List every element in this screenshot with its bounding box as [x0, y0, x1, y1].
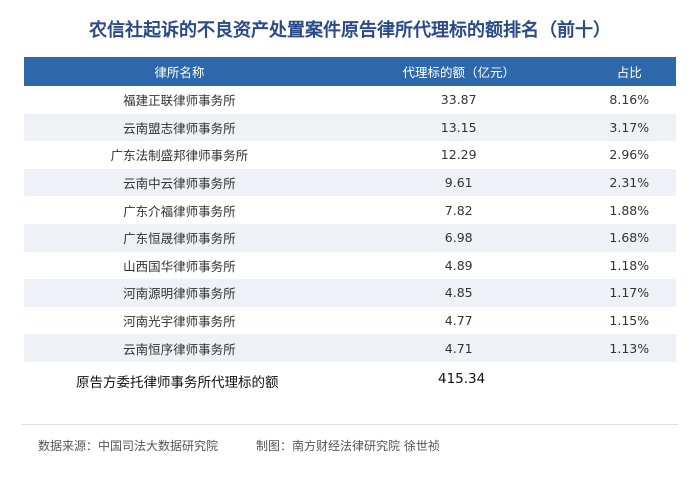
- table-row: 广东介福律师事务所 7.82 1.88%: [24, 196, 676, 224]
- share-cell: 2.31%: [582, 168, 676, 197]
- table-row: 云南盟志律师事务所 13.15 3.17%: [24, 113, 676, 142]
- share-cell: 1.88%: [609, 202, 650, 218]
- share-cell: 1.18%: [609, 257, 650, 273]
- share-cell: 1.68%: [582, 223, 676, 252]
- share-cell: 1.17%: [582, 279, 676, 307]
- table-row: 云南中云律师事务所 9.61 2.31%: [24, 168, 676, 197]
- share-cell: 2.96%: [609, 147, 650, 163]
- firm-name-cell: 河南光宇律师事务所: [123, 314, 236, 330]
- total-label: 原告方委托律师事务所代理标的额: [76, 375, 279, 391]
- page-title: 农信社起诉的不良资产处置案件原告律所代理标的额排名（前十）: [89, 20, 611, 41]
- amount-cell: 4.85: [334, 279, 583, 307]
- firm-name-cell: 广东介福律师事务所: [123, 203, 236, 219]
- table-row: 广东法制盛邦律师事务所 12.29 2.96%: [24, 141, 676, 169]
- amount-cell: 13.15: [334, 113, 583, 142]
- table-row: 福建正联律师事务所 33.87 8.16%: [24, 86, 676, 114]
- amount-cell: 33.87: [440, 92, 477, 108]
- divider: [22, 424, 678, 425]
- source-note: 数据来源：中国司法大数据研究院: [38, 439, 219, 453]
- share-cell: 1.13%: [582, 334, 676, 362]
- amount-cell: 9.61: [334, 168, 583, 197]
- table-row: 山西国华律师事务所 4.89 1.18%: [24, 252, 676, 280]
- amount-cell: 4.89: [444, 257, 473, 273]
- amount-cell: 6.98: [334, 223, 583, 252]
- amount-cell: 12.29: [440, 147, 477, 163]
- amount-cell: 4.77: [444, 313, 473, 329]
- header-share: 占比: [582, 57, 676, 86]
- table-row: 广东恒晟律师事务所 6.98 1.68%: [24, 223, 676, 252]
- firm-name-cell: 山西国华律师事务所: [123, 258, 236, 274]
- footer: 数据来源：中国司法大数据研究院 制图：南方财经法律研究院 徐世祯: [38, 437, 440, 454]
- share-cell: 3.17%: [582, 113, 676, 142]
- firm-name-cell: 云南中云律师事务所: [24, 168, 335, 197]
- firm-name-cell: 广东法制盛邦律师事务所: [110, 148, 249, 164]
- share-cell: 8.16%: [609, 92, 650, 108]
- firm-name-cell: 福建正联律师事务所: [123, 93, 236, 109]
- ranking-table: 律所名称 代理标的额（亿元） 占比 福建正联律师事务所 33.87 8.16% 云南盟…: [24, 57, 676, 362]
- credit-note: 制图：南方财经法律研究院 徐世祯: [256, 439, 440, 453]
- total-value: 415.34: [438, 371, 486, 387]
- table-row: 云南恒序律师事务所 4.71 1.13%: [24, 334, 676, 362]
- amount-cell: 4.71: [334, 334, 583, 362]
- firm-name-cell: 河南源明律师事务所: [24, 279, 335, 307]
- header-firm: 律所名称: [24, 57, 335, 86]
- table-row: 河南源明律师事务所 4.85 1.17%: [24, 279, 676, 307]
- share-cell: 1.15%: [609, 313, 650, 329]
- table-row: 河南光宇律师事务所 4.77 1.15%: [24, 307, 676, 335]
- header-amount: 代理标的额（亿元）: [334, 57, 583, 86]
- firm-name-cell: 云南恒序律师事务所: [24, 334, 335, 362]
- amount-cell: 7.82: [444, 202, 473, 218]
- table-header: 律所名称 代理标的额（亿元） 占比: [24, 57, 676, 86]
- firm-name-cell: 云南盟志律师事务所: [24, 113, 335, 142]
- firm-name-cell: 广东恒晟律师事务所: [24, 223, 335, 252]
